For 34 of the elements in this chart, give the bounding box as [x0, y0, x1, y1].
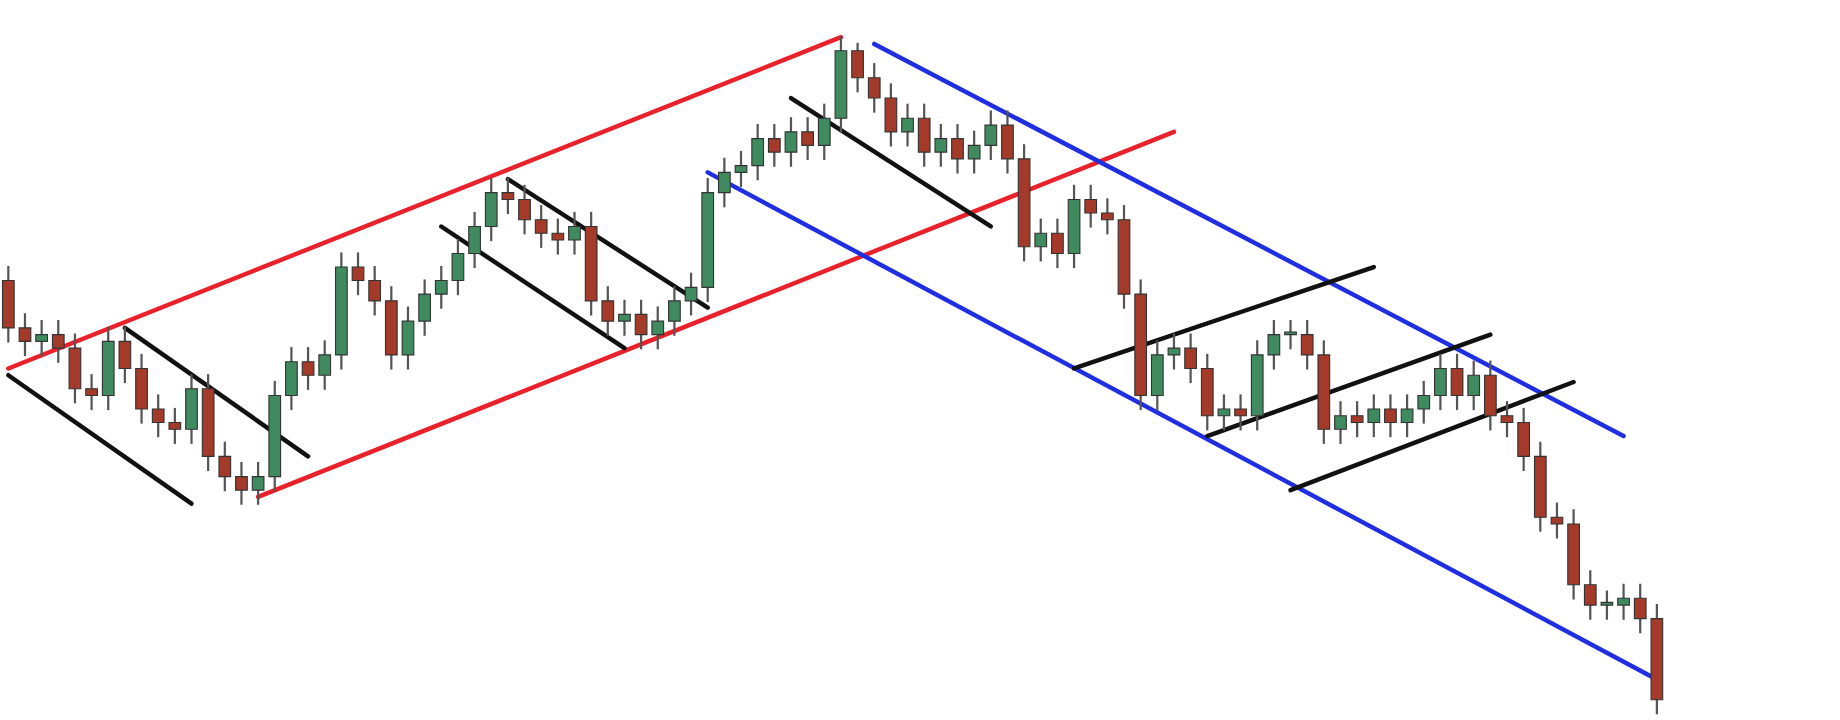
candlestick	[1483, 360, 1497, 431]
candlestick	[668, 286, 681, 336]
candlestick	[185, 374, 198, 444]
candlestick	[135, 353, 148, 424]
candlestick	[85, 374, 98, 411]
candlestick	[1284, 320, 1297, 350]
candlestick	[1234, 394, 1247, 431]
candlestick	[418, 279, 432, 336]
candlestick	[235, 461, 248, 505]
candlestick	[285, 347, 298, 411]
candlestick	[1517, 407, 1531, 471]
candlestick	[518, 184, 531, 235]
candlestick	[351, 252, 365, 296]
candlestick	[1384, 394, 1397, 438]
candlestick	[1100, 198, 1114, 235]
candlestick	[751, 123, 765, 181]
candlestick	[1434, 353, 1447, 411]
candlestick	[901, 103, 914, 147]
candlestick	[1617, 583, 1630, 620]
candlestick	[717, 157, 731, 208]
candlestick	[734, 151, 748, 188]
candlestick	[368, 265, 382, 316]
candlestick	[851, 42, 864, 93]
candlestick	[951, 123, 964, 174]
candlestick	[35, 320, 49, 357]
candlestick	[568, 211, 581, 255]
candlestick	[801, 117, 815, 160]
candlestick	[1184, 333, 1198, 384]
candlestick	[1500, 401, 1514, 438]
candlestick	[468, 211, 481, 269]
candlestick	[618, 299, 631, 336]
candlestick	[1001, 110, 1014, 174]
candlestick	[1334, 401, 1347, 444]
candlestick	[1051, 218, 1064, 269]
